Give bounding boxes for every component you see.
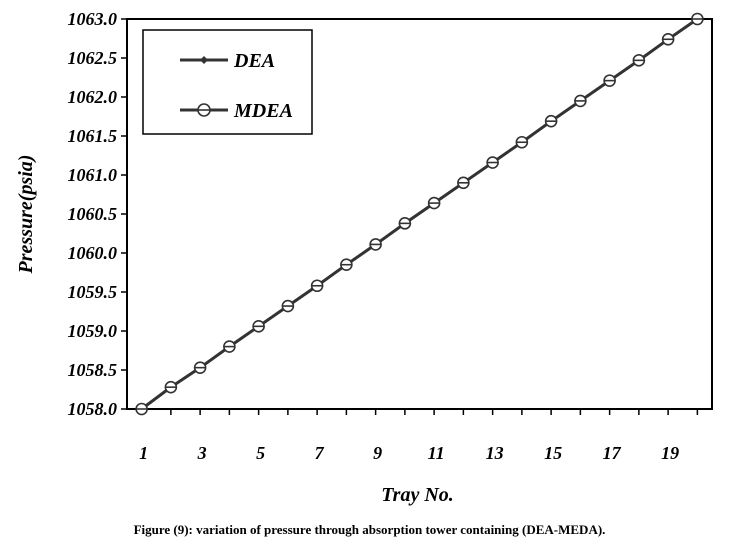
x-tick-label: 13	[486, 443, 504, 463]
y-tick-label: 1058.0	[68, 399, 118, 419]
y-tick-label: 1058.5	[68, 360, 118, 380]
y-tick-label: 1059.0	[68, 321, 118, 341]
x-tick-label: 1	[139, 443, 148, 463]
legend-entries: DEA MDEA	[180, 50, 293, 122]
x-axis-title: Tray No.	[381, 484, 454, 506]
y-tick-label: 1063.0	[68, 9, 118, 29]
x-axis-ticks: 1 3 5 7 9 11 13 15 17 19	[139, 409, 699, 463]
y-axis-ticks: 1058.0 1058.5 1059.0 1059.5 1060.0 1060.5 1061…	[68, 9, 127, 419]
y-tick-label: 1059.5	[68, 282, 118, 302]
x-tick-label: 5	[256, 443, 265, 463]
y-axis-title: Pressure(psia)	[15, 155, 37, 275]
y-tick-label: 1062.5	[68, 48, 118, 68]
x-tick-label: 9	[373, 443, 382, 463]
x-tick-label: 11	[428, 443, 445, 463]
x-tick-label: 17	[603, 443, 622, 463]
legend-box	[142, 29, 313, 135]
legend: DEA MDEA	[142, 29, 313, 135]
legend-marker-dea	[200, 56, 208, 64]
y-tick-label: 1060.0	[68, 243, 118, 263]
legend-label-mdea: MDEA	[233, 100, 293, 122]
y-tick-label: 1061.5	[68, 126, 118, 146]
x-tick-label: 3	[197, 443, 207, 463]
figure-caption: Figure (9): variation of pressure throug…	[133, 522, 606, 537]
y-tick-label: 1061.0	[68, 165, 118, 185]
chart: 1058.0 1058.5 1059.0 1059.5 1060.0 1060.5 1061…	[15, 9, 713, 506]
x-tick-label: 19	[661, 443, 679, 463]
y-tick-label: 1062.0	[68, 87, 118, 107]
y-tick-label: 1060.5	[68, 204, 118, 224]
series-markers	[135, 12, 704, 416]
x-tick-label: 7	[315, 443, 325, 463]
x-tick-label: 15	[544, 443, 562, 463]
legend-label-dea: DEA	[233, 50, 275, 72]
